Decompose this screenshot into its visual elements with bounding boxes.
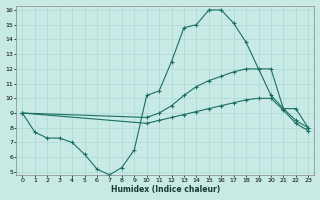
X-axis label: Humidex (Indice chaleur): Humidex (Indice chaleur) — [111, 185, 220, 194]
